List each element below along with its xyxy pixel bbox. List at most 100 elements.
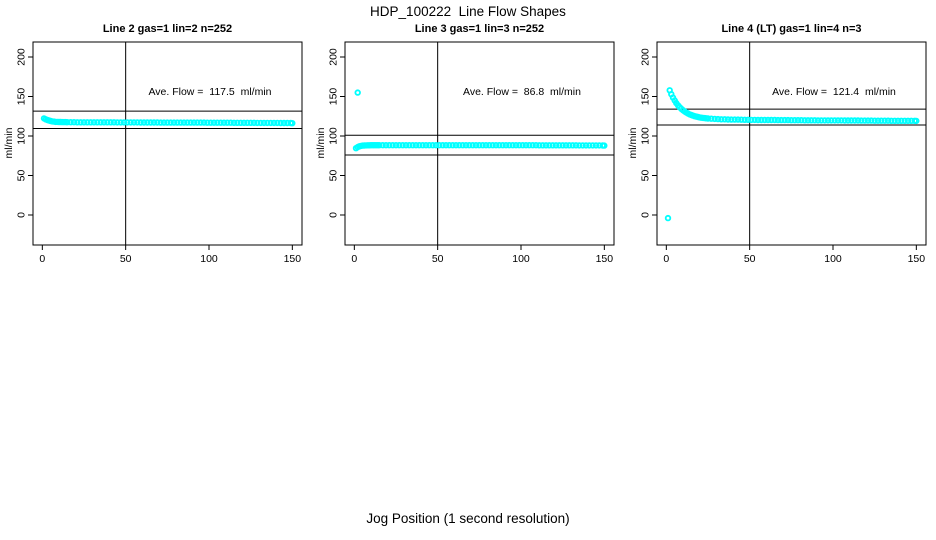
data-point [250, 119, 258, 126]
data-point [559, 142, 566, 149]
data-point [901, 117, 908, 124]
data-point [197, 119, 204, 126]
data-point [489, 141, 496, 149]
data-point [913, 117, 920, 125]
data-point [552, 142, 560, 149]
data-point [80, 119, 88, 126]
data-point [406, 141, 413, 149]
y-tick-label: 0 [640, 212, 652, 218]
data-point [184, 119, 191, 126]
data-point [280, 119, 288, 127]
data-point [210, 119, 218, 126]
data-point [592, 142, 600, 149]
data-point [539, 142, 546, 149]
data-point [556, 142, 563, 149]
x-tick-label: 150 [908, 253, 926, 265]
data-point [549, 142, 556, 149]
data-point [124, 119, 131, 126]
data-point [589, 142, 596, 149]
data-point [257, 119, 264, 127]
data-point [834, 117, 842, 124]
data-point [781, 116, 788, 124]
data-point [436, 141, 443, 149]
x-tick-label: 50 [744, 253, 756, 265]
data-point [200, 119, 208, 126]
data-point [888, 117, 895, 124]
data-point [579, 142, 586, 149]
data-point [512, 141, 520, 149]
data-point [871, 117, 878, 124]
data-point [134, 119, 141, 126]
data-point [110, 119, 118, 126]
x-tick-label: 50 [120, 253, 132, 265]
x-tick-label: 0 [663, 253, 669, 265]
data-point [104, 119, 111, 126]
data-point [230, 119, 238, 126]
data-point [137, 119, 144, 126]
data-point [502, 141, 510, 149]
y-tick-label: 200 [640, 48, 652, 66]
y-tick-label: 150 [16, 88, 28, 106]
data-point [459, 141, 466, 149]
y-tick-label: 50 [640, 169, 652, 181]
data-point [97, 119, 104, 126]
data-point [768, 116, 775, 124]
plot-box [656, 41, 927, 246]
x-tick-label: 150 [596, 253, 614, 265]
data-point [277, 119, 284, 127]
data-point [167, 119, 174, 126]
data-point [874, 117, 882, 124]
data-point [532, 141, 540, 149]
x-tick-label: 100 [824, 253, 842, 265]
data-point [270, 119, 278, 127]
data-point [170, 119, 178, 126]
data-point [898, 117, 905, 124]
y-tick-label: 100 [328, 127, 340, 145]
data-point [814, 117, 822, 124]
data-point [724, 116, 732, 123]
x-tick-label: 0 [39, 253, 45, 265]
ave-flow-annotation: Ave. Flow = 121.4 ml/min [772, 86, 896, 98]
data-point [714, 115, 722, 123]
data-point [264, 119, 271, 127]
data-point [744, 116, 752, 123]
data-point [144, 119, 151, 126]
data-point [844, 117, 852, 124]
data-point [439, 141, 446, 149]
data-point [224, 119, 231, 126]
data-point [432, 141, 440, 149]
data-point [738, 116, 745, 123]
data-point [147, 119, 154, 126]
data-point [704, 115, 712, 122]
data-point [204, 119, 211, 126]
data-point [476, 141, 483, 149]
data-point [77, 119, 84, 126]
x-tick-label: 150 [284, 253, 302, 265]
data-point [721, 116, 728, 123]
data-point [217, 119, 224, 126]
data-point [884, 117, 892, 124]
figure-title: HDP_100222 Line Flow Shapes [370, 4, 566, 19]
data-point [130, 119, 138, 126]
data-point [422, 141, 430, 149]
data-point [854, 117, 862, 124]
panel-title: Line 4 (LT) gas=1 lin=4 n=3 [721, 23, 862, 35]
data-point [469, 141, 476, 149]
data-point [509, 141, 516, 149]
data-point [187, 119, 194, 126]
data-point [479, 141, 486, 149]
data-point [442, 141, 450, 149]
data-point [576, 142, 583, 149]
data-point [794, 116, 802, 124]
y-tick-label: 200 [328, 48, 340, 66]
data-point [741, 116, 748, 123]
data-point [260, 119, 268, 127]
x-axis-title: Jog Position (1 second resolution) [366, 511, 570, 526]
data-point [482, 141, 490, 149]
data-point [237, 119, 244, 126]
data-point [120, 119, 128, 126]
data-point [774, 116, 782, 124]
data-point [536, 142, 543, 149]
data-point [894, 117, 902, 124]
